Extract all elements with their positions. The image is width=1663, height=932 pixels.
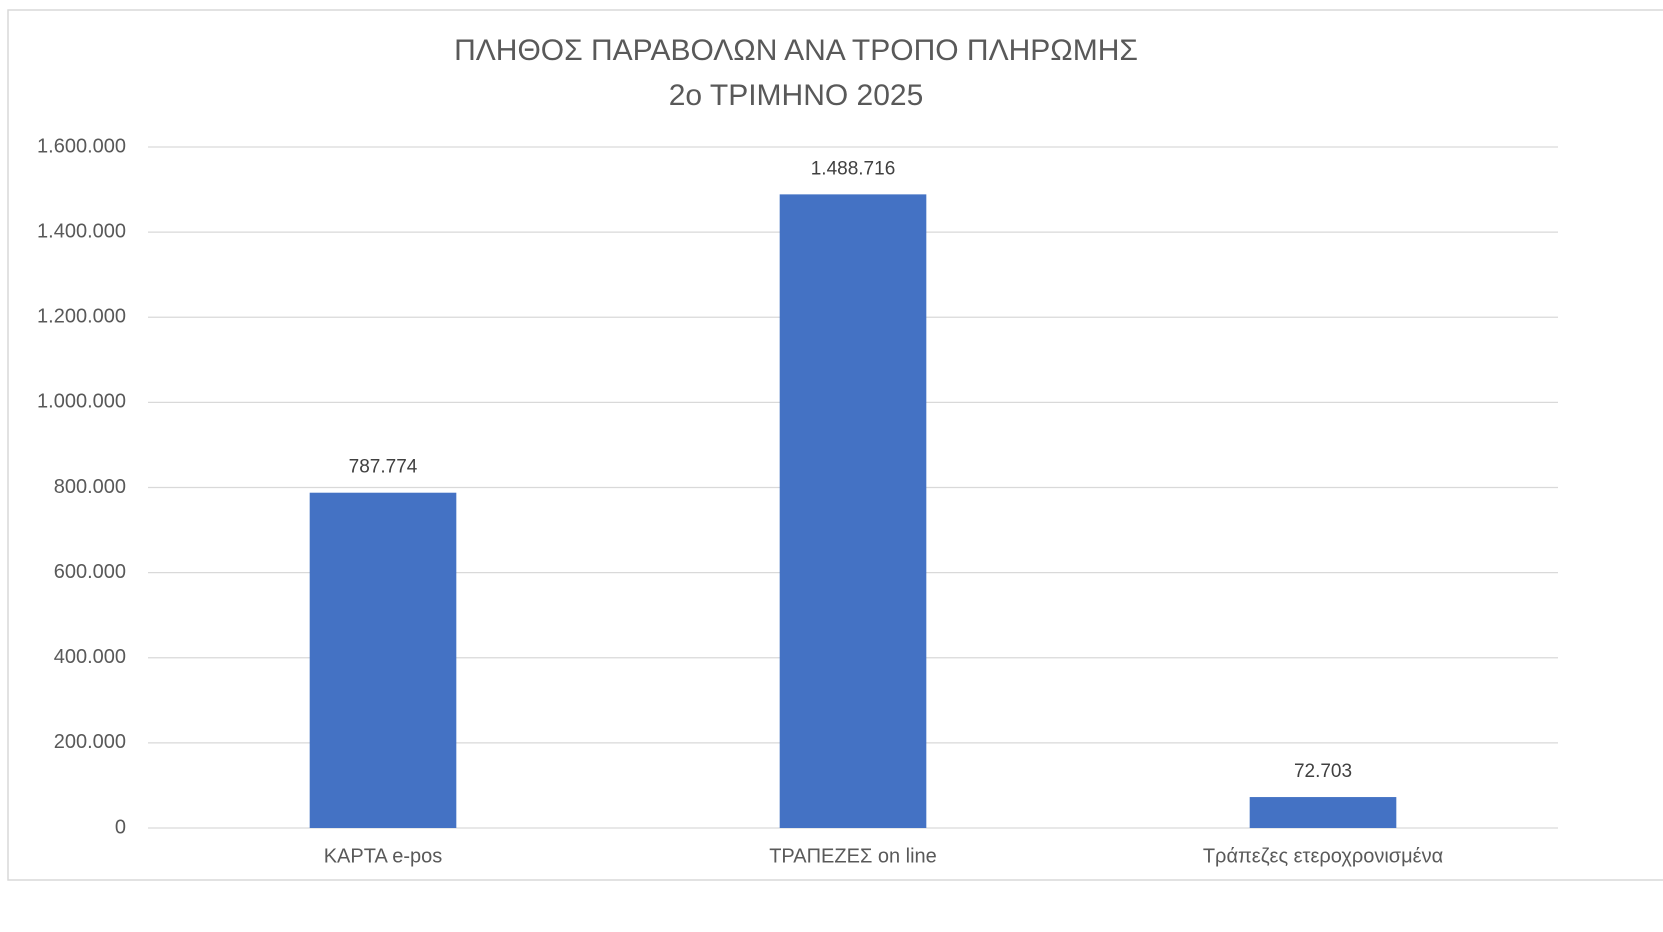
y-tick-label: 400.000 bbox=[54, 646, 126, 668]
bar bbox=[1249, 797, 1397, 828]
y-tick-label: 600.000 bbox=[54, 561, 126, 583]
data-label: 1.488.716 bbox=[811, 158, 896, 179]
y-tick-label: 1.400.000 bbox=[37, 220, 126, 242]
y-tick-label: 1.200.000 bbox=[37, 306, 126, 328]
y-tick-label: 1.000.000 bbox=[37, 391, 126, 413]
x-tick-label: Τράπεζες ετεροχρονισμένα bbox=[1203, 845, 1443, 867]
data-label: 72.703 bbox=[1294, 761, 1352, 782]
chart-title: ΠΛΗΘΟΣ ΠΑΡΑΒΟΛΩΝ ΑΝΑ ΤΡΟΠΟ ΠΛΗΡΩΜΗΣ bbox=[454, 34, 1138, 67]
data-label: 787.774 bbox=[349, 457, 418, 478]
x-tick-label: ΚΑΡΤΑ e-pos bbox=[324, 845, 443, 867]
bar bbox=[309, 492, 457, 828]
y-tick-label: 0 bbox=[115, 816, 126, 838]
y-tick-label: 1.600.000 bbox=[37, 135, 126, 157]
bar bbox=[779, 194, 927, 829]
x-tick-label: ΤΡΑΠΕΖΕΣ on line bbox=[769, 845, 937, 867]
y-tick-label: 200.000 bbox=[54, 731, 126, 753]
chart-title: 2ο ΤΡΙΜΗΝΟ 2025 bbox=[669, 79, 924, 112]
y-tick-label: 800.000 bbox=[54, 476, 126, 498]
